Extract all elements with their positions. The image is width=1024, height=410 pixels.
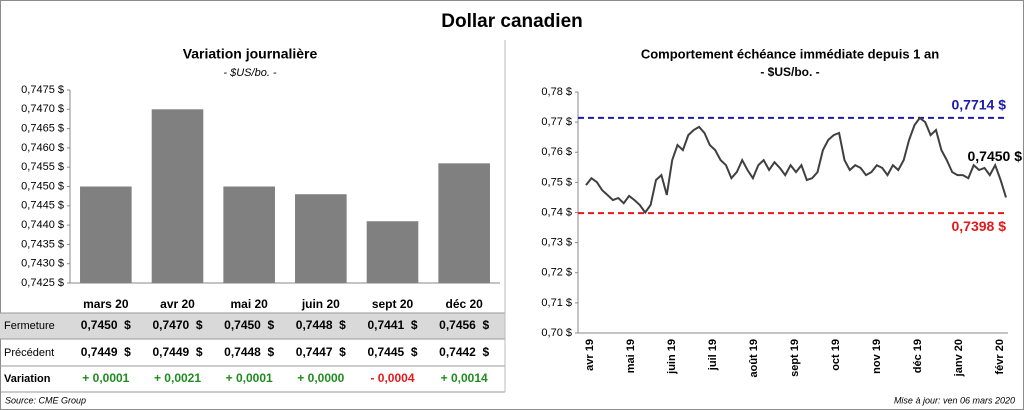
chart-title: Variation journalière [183, 46, 318, 62]
x-tick-label: févr 20 [994, 339, 1006, 374]
x-tick-label: mai 19 [625, 339, 637, 373]
y-tick-label: 0,7460 $ [21, 142, 64, 154]
y-tick-label: 0,71 $ [541, 297, 572, 309]
table-cell: 0,7445 $ [367, 345, 417, 359]
chart-title: Comportement échéance immédiate depuis 1… [641, 46, 939, 61]
table-cell: 0,7449 $ [81, 345, 131, 359]
table-cell: 0,7441 $ [367, 318, 417, 332]
y-tick-label: 0,7445 $ [21, 200, 64, 212]
last-value-label: 0,7450 $ [968, 148, 1023, 164]
y-tick-label: 0,7455 $ [21, 161, 64, 173]
x-tick-label: sept 19 [789, 339, 801, 377]
x-tick-label: août 19 [748, 339, 760, 378]
x-tick-label: janv 20 [953, 339, 965, 377]
y-tick-label: 0,75 $ [541, 176, 572, 188]
bar [223, 186, 275, 283]
chart-subtitle: - $US/bo. - [760, 65, 819, 79]
x-tick-label: mars 20 [83, 297, 129, 311]
x-tick-label: déc 20 [445, 297, 483, 311]
y-tick-label: 0,72 $ [541, 267, 572, 279]
page-title: Dollar canadien [441, 11, 583, 32]
y-tick-label: 0,7450 $ [21, 180, 64, 192]
row-highlight [0, 313, 505, 339]
reference-label: 0,7714 $ [952, 97, 1007, 113]
table-cell: + 0,0000 [297, 371, 344, 385]
row-label: Variation [4, 373, 51, 385]
table-cell: + 0,0001 [226, 371, 273, 385]
y-tick-label: 0,73 $ [541, 237, 572, 249]
x-tick-label: juil 19 [707, 339, 719, 371]
reference-label: 0,7398 $ [952, 218, 1007, 234]
y-tick-label: 0,77 $ [541, 116, 572, 128]
y-tick-label: 0,78 $ [541, 86, 572, 98]
row-label: Précédent [4, 347, 54, 359]
chart-subtitle: - $US/bo. - [223, 67, 277, 79]
y-tick-label: 0,7470 $ [21, 103, 64, 115]
table-cell: 0,7456 $ [439, 318, 489, 332]
table-cell: 0,7448 $ [224, 345, 274, 359]
line [585, 116, 1007, 215]
table-cell: 0,7448 $ [296, 318, 346, 332]
table-cell: 0,7450 $ [224, 318, 274, 332]
x-tick-label: juin 20 [301, 297, 340, 311]
y-tick-label: 0,76 $ [541, 146, 572, 158]
bar [295, 194, 347, 283]
x-tick-label: sept 20 [372, 297, 414, 311]
table-cell: + 0,0021 [154, 371, 201, 385]
bar [80, 186, 132, 283]
table-cell: 0,7447 $ [296, 345, 346, 359]
bar [438, 163, 490, 283]
bar [366, 221, 419, 283]
table-cell: - 0,0004 [370, 371, 414, 385]
table-cell: 0,7470 $ [152, 318, 202, 332]
x-tick-label: mai 20 [230, 297, 268, 311]
table-cell: + 0,0001 [82, 371, 129, 385]
table-cell: + 0,0014 [441, 371, 488, 385]
table-cell: 0,7442 $ [439, 345, 489, 359]
y-tick-label: 0,7435 $ [21, 238, 64, 250]
y-tick-label: 0,70 $ [541, 327, 572, 339]
table-cell: 0,7449 $ [152, 345, 202, 359]
y-tick-label: 0,7475 $ [21, 84, 64, 96]
y-tick-label: 0,7425 $ [21, 277, 64, 289]
x-tick-label: nov 19 [871, 339, 883, 374]
x-tick-label: déc 19 [912, 339, 924, 373]
x-tick-label: oct 19 [830, 339, 842, 371]
y-tick-label: 0,7465 $ [21, 123, 64, 135]
x-tick-label: juin 19 [666, 339, 678, 375]
row-label: Fermeture [4, 320, 55, 332]
x-tick-label: avr 19 [584, 339, 596, 371]
table-cell: 0,7450 $ [81, 318, 131, 332]
x-tick-label: avr 20 [160, 297, 195, 311]
bar [151, 109, 204, 283]
y-tick-label: 0,7430 $ [21, 258, 64, 270]
y-tick-label: 0,7440 $ [21, 219, 64, 231]
updated: Mise à jour: ven 06 mars 2020 [894, 395, 1015, 405]
source: Source: CME Group [5, 395, 86, 405]
y-tick-label: 0,74 $ [541, 206, 572, 218]
